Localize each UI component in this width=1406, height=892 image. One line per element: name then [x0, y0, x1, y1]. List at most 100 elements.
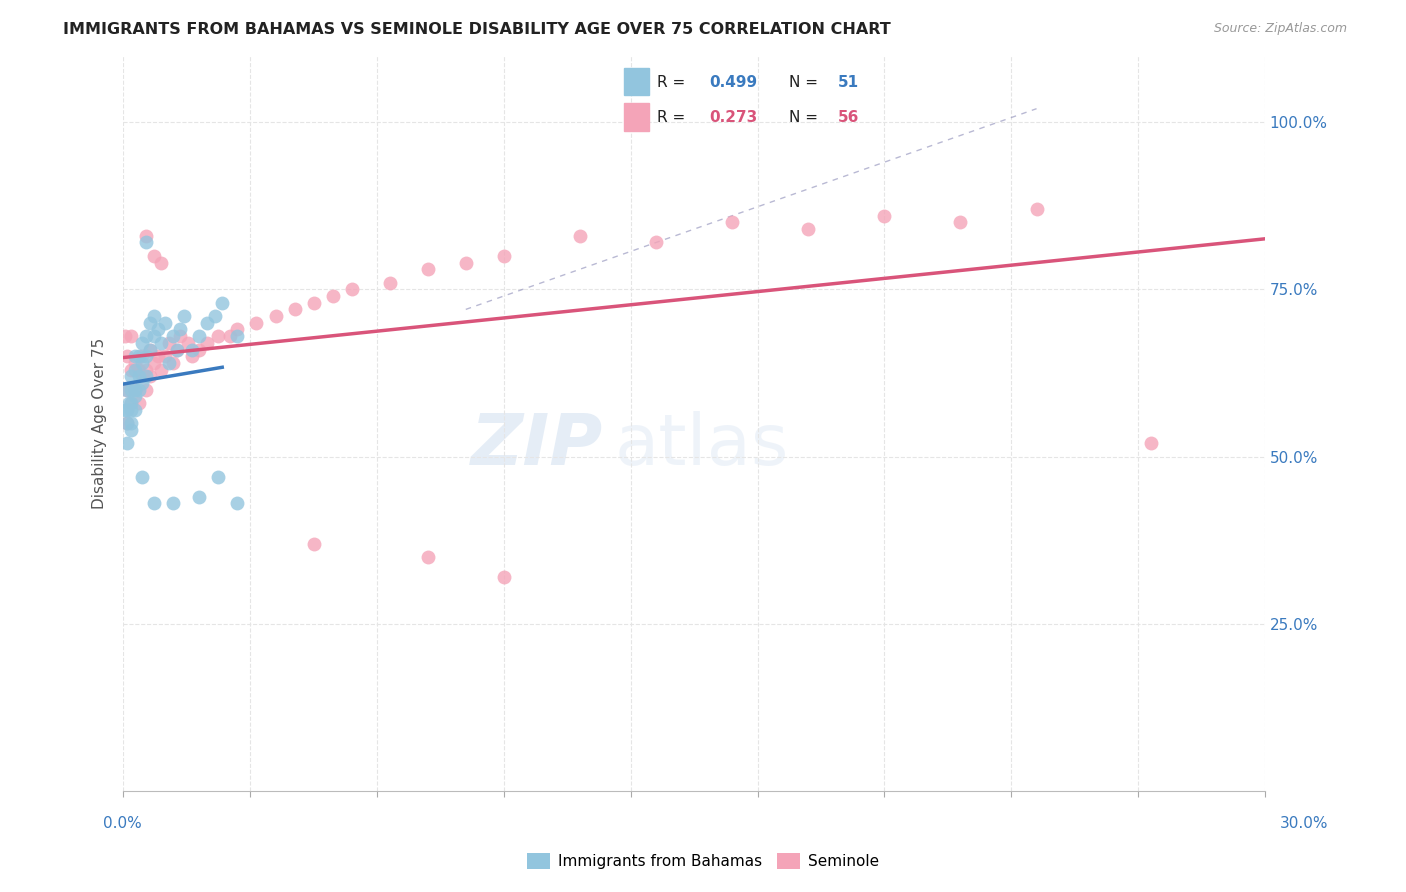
- Text: ZIP: ZIP: [471, 410, 603, 480]
- Point: [115, 436, 138, 450]
- Point: [120, 402, 142, 417]
- Point: [120, 369, 142, 384]
- Point: [128, 383, 150, 397]
- Point: [131, 469, 153, 483]
- Point: [169, 322, 191, 336]
- Point: [135, 329, 157, 343]
- Point: [124, 383, 146, 397]
- Point: [204, 309, 226, 323]
- Text: 51: 51: [838, 75, 859, 90]
- Point: [139, 369, 162, 384]
- Point: [207, 329, 229, 343]
- Point: [135, 369, 157, 384]
- Point: [114, 329, 136, 343]
- Point: [245, 316, 267, 330]
- Point: [142, 329, 165, 343]
- Point: [120, 416, 142, 430]
- Point: [131, 356, 153, 370]
- Point: [169, 329, 191, 343]
- Point: [115, 416, 138, 430]
- Bar: [624, 103, 648, 130]
- Point: [150, 255, 173, 269]
- Point: [322, 289, 344, 303]
- Point: [128, 349, 150, 363]
- Point: [721, 215, 744, 229]
- Text: Source: ZipAtlas.com: Source: ZipAtlas.com: [1213, 22, 1347, 36]
- Point: [188, 329, 211, 343]
- Point: [949, 215, 972, 229]
- Point: [124, 383, 146, 397]
- Legend: Immigrants from Bahamas, Seminole: Immigrants from Bahamas, Seminole: [522, 847, 884, 875]
- Point: [150, 362, 173, 376]
- Point: [128, 369, 150, 384]
- Point: [118, 396, 141, 410]
- Point: [142, 496, 165, 510]
- Point: [195, 316, 218, 330]
- Point: [188, 343, 211, 357]
- Point: [135, 362, 157, 376]
- Point: [142, 249, 165, 263]
- Point: [166, 343, 188, 357]
- Point: [226, 322, 249, 336]
- Point: [180, 343, 202, 357]
- Point: [139, 316, 162, 330]
- Point: [645, 235, 668, 250]
- Point: [226, 496, 249, 510]
- Point: [340, 282, 363, 296]
- Point: [120, 329, 142, 343]
- Point: [162, 356, 184, 370]
- Point: [146, 349, 169, 363]
- Text: R =: R =: [657, 110, 690, 125]
- Text: N =: N =: [789, 75, 823, 90]
- Point: [218, 329, 240, 343]
- Text: N =: N =: [789, 110, 823, 125]
- Point: [873, 209, 896, 223]
- Point: [115, 349, 138, 363]
- Text: 30.0%: 30.0%: [1281, 816, 1329, 830]
- Point: [115, 402, 138, 417]
- Point: [157, 335, 180, 350]
- Point: [195, 335, 218, 350]
- Point: [120, 423, 142, 437]
- Point: [131, 376, 153, 390]
- Point: [128, 362, 150, 376]
- Text: 56: 56: [838, 110, 859, 125]
- Point: [797, 222, 820, 236]
- Point: [416, 262, 439, 277]
- Text: IMMIGRANTS FROM BAHAMAS VS SEMINOLE DISABILITY AGE OVER 75 CORRELATION CHART: IMMIGRANTS FROM BAHAMAS VS SEMINOLE DISA…: [63, 22, 891, 37]
- Point: [211, 295, 233, 310]
- Point: [1139, 436, 1161, 450]
- Point: [166, 343, 188, 357]
- Point: [153, 349, 176, 363]
- Point: [173, 309, 195, 323]
- Point: [135, 383, 157, 397]
- Point: [302, 536, 325, 550]
- Point: [120, 362, 142, 376]
- Point: [120, 383, 142, 397]
- Point: [142, 356, 165, 370]
- Point: [492, 570, 515, 584]
- Point: [378, 276, 401, 290]
- Point: [1025, 202, 1047, 216]
- Point: [146, 322, 169, 336]
- Point: [416, 549, 439, 564]
- Point: [226, 329, 249, 343]
- Point: [139, 343, 162, 357]
- Point: [157, 356, 180, 370]
- Point: [124, 349, 146, 363]
- Point: [120, 396, 142, 410]
- Point: [150, 335, 173, 350]
- Text: 0.273: 0.273: [709, 110, 758, 125]
- Point: [135, 235, 157, 250]
- Point: [128, 396, 150, 410]
- Point: [180, 349, 202, 363]
- Point: [177, 335, 200, 350]
- Point: [131, 335, 153, 350]
- Y-axis label: Disability Age Over 75: Disability Age Over 75: [93, 337, 107, 508]
- Point: [124, 356, 146, 370]
- Point: [115, 383, 138, 397]
- Point: [115, 416, 138, 430]
- Point: [153, 316, 176, 330]
- Point: [162, 496, 184, 510]
- Point: [568, 228, 591, 243]
